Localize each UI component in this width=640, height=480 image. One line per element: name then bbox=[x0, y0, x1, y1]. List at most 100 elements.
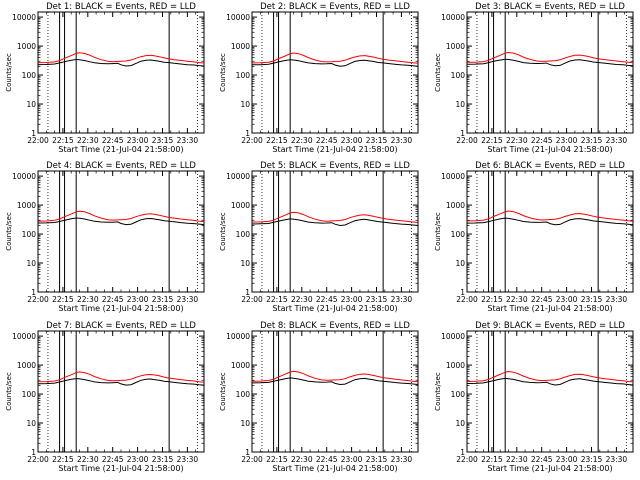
plot-frame bbox=[37, 330, 205, 453]
y-axis-label: Counts/sec bbox=[434, 372, 442, 411]
panel-title: Det 5: BLACK = Events, RED = LLD bbox=[260, 161, 410, 171]
panel-title: Det 4: BLACK = Events, RED = LLD bbox=[46, 161, 196, 171]
y-tick-label: 100 bbox=[451, 71, 466, 80]
panel-title: Det 8: BLACK = Events, RED = LLD bbox=[260, 321, 410, 331]
x-tick-label: 23:00 bbox=[127, 455, 149, 464]
x-axis-label: Start Time (21-Jul-04 21:58:00) bbox=[58, 304, 183, 313]
x-tick-label: 22:00 bbox=[27, 136, 49, 145]
y-axis-label: Counts/sec bbox=[219, 372, 227, 411]
detector-panel-8: Det 8: BLACK = Events, RED = LLD 1 10 100 10… bbox=[219, 321, 419, 473]
x-tick-label: 22:15 bbox=[481, 455, 503, 464]
y-tick-label: 1000 bbox=[231, 361, 250, 370]
x-tick-label: 23:00 bbox=[556, 295, 578, 304]
x-tick-label: 23:00 bbox=[341, 295, 363, 304]
y-tick-label: 1 bbox=[31, 288, 36, 297]
x-tick-label: 22:15 bbox=[481, 136, 503, 145]
y-tick-label: 10 bbox=[26, 419, 36, 428]
x-tick-label: 22:00 bbox=[27, 455, 49, 464]
lld-series-line bbox=[37, 371, 205, 383]
lld-series-line bbox=[251, 211, 419, 223]
events-series-line bbox=[251, 59, 419, 67]
y-tick-label: 1000 bbox=[231, 201, 250, 210]
y-tick-label: 10 bbox=[240, 259, 250, 268]
x-tick-label: 22:30 bbox=[506, 295, 528, 304]
detector-panel-9: Det 9: BLACK = Events, RED = LLD 1 10 100 10… bbox=[434, 321, 634, 473]
x-tick-label: 22:45 bbox=[316, 136, 338, 145]
x-tick-label: 22:30 bbox=[77, 136, 99, 145]
y-tick-label: 1 bbox=[245, 448, 250, 457]
x-tick-label: 22:15 bbox=[52, 295, 74, 304]
detector-panel-7: Det 7: BLACK = Events, RED = LLD 1 10 100 10… bbox=[5, 321, 205, 473]
y-tick-label: 10000 bbox=[12, 332, 36, 341]
x-tick-label: 23:15 bbox=[581, 455, 603, 464]
x-tick-label: 22:45 bbox=[102, 455, 124, 464]
x-tick-label: 22:00 bbox=[241, 455, 263, 464]
x-tick-label: 22:45 bbox=[102, 295, 124, 304]
x-axis-label: Start Time (21-Jul-04 21:58:00) bbox=[58, 464, 183, 473]
y-tick-label: 10 bbox=[240, 100, 250, 109]
x-tick-label: 22:30 bbox=[77, 295, 99, 304]
lld-series-line bbox=[251, 370, 419, 383]
x-axis-label: Start Time (21-Jul-04 21:58:00) bbox=[272, 304, 397, 313]
x-axis-label: Start Time (21-Jul-04 21:58:00) bbox=[487, 304, 612, 313]
x-tick-label: 23:00 bbox=[127, 136, 149, 145]
y-tick-label: 1 bbox=[245, 288, 250, 297]
x-tick-label: 22:45 bbox=[316, 455, 338, 464]
x-tick-label: 22:00 bbox=[456, 455, 478, 464]
x-tick-label: 22:00 bbox=[456, 295, 478, 304]
y-tick-label: 1000 bbox=[446, 42, 465, 51]
plot-frame bbox=[37, 170, 205, 293]
y-tick-label: 1000 bbox=[446, 361, 465, 370]
x-axis-label: Start Time (21-Jul-04 21:58:00) bbox=[487, 145, 612, 154]
y-tick-label: 10000 bbox=[441, 13, 465, 22]
y-axis-label: Counts/sec bbox=[219, 53, 227, 92]
x-tick-label: 22:15 bbox=[266, 455, 288, 464]
y-tick-label: 1 bbox=[31, 448, 36, 457]
plot-frame bbox=[251, 11, 419, 134]
y-axis-label: Counts/sec bbox=[434, 212, 442, 251]
y-tick-label: 1 bbox=[31, 129, 36, 138]
x-tick-label: 23:15 bbox=[366, 136, 388, 145]
y-axis-label: Counts/sec bbox=[5, 372, 13, 411]
x-tick-label: 23:30 bbox=[391, 295, 413, 304]
y-tick-label: 100 bbox=[22, 390, 37, 399]
x-tick-label: 22:45 bbox=[531, 455, 553, 464]
events-series-line bbox=[37, 217, 205, 226]
y-tick-label: 1 bbox=[460, 129, 465, 138]
x-tick-label: 22:15 bbox=[266, 136, 288, 145]
panel-title: Det 3: BLACK = Events, RED = LLD bbox=[475, 2, 625, 12]
y-axis-label: Counts/sec bbox=[219, 212, 227, 251]
detector-panel-3: Det 3: BLACK = Events, RED = LLD 1 10 100 10… bbox=[434, 2, 634, 154]
y-tick-label: 100 bbox=[236, 71, 251, 80]
y-tick-label: 1 bbox=[460, 288, 465, 297]
lld-series-line bbox=[466, 51, 634, 64]
x-tick-label: 22:15 bbox=[266, 295, 288, 304]
y-tick-label: 10000 bbox=[12, 172, 36, 181]
x-tick-label: 23:15 bbox=[152, 136, 174, 145]
y-tick-label: 1000 bbox=[17, 361, 36, 370]
x-tick-label: 23:00 bbox=[127, 295, 149, 304]
panel-title: Det 9: BLACK = Events, RED = LLD bbox=[475, 321, 625, 331]
x-axis-label: Start Time (21-Jul-04 21:58:00) bbox=[58, 145, 183, 154]
x-tick-label: 23:15 bbox=[581, 136, 603, 145]
x-tick-label: 23:30 bbox=[391, 136, 413, 145]
y-tick-label: 100 bbox=[236, 230, 251, 239]
panel-title: Det 7: BLACK = Events, RED = LLD bbox=[46, 321, 196, 331]
y-tick-label: 10 bbox=[455, 419, 465, 428]
y-tick-label: 10 bbox=[26, 100, 36, 109]
events-series-line bbox=[251, 377, 419, 386]
x-tick-label: 22:45 bbox=[316, 295, 338, 304]
lld-series-line bbox=[466, 210, 634, 222]
y-tick-label: 100 bbox=[451, 390, 466, 399]
y-tick-label: 100 bbox=[236, 390, 251, 399]
x-tick-label: 22:30 bbox=[291, 295, 313, 304]
plot-frame bbox=[466, 11, 634, 134]
lld-series-line bbox=[37, 210, 205, 223]
x-tick-label: 23:15 bbox=[152, 295, 174, 304]
x-tick-label: 23:30 bbox=[606, 136, 628, 145]
plot-frame bbox=[251, 330, 419, 453]
x-axis-label: Start Time (21-Jul-04 21:58:00) bbox=[272, 145, 397, 154]
x-tick-label: 22:15 bbox=[52, 136, 74, 145]
y-axis-label: Counts/sec bbox=[5, 53, 13, 92]
x-tick-label: 22:30 bbox=[291, 136, 313, 145]
